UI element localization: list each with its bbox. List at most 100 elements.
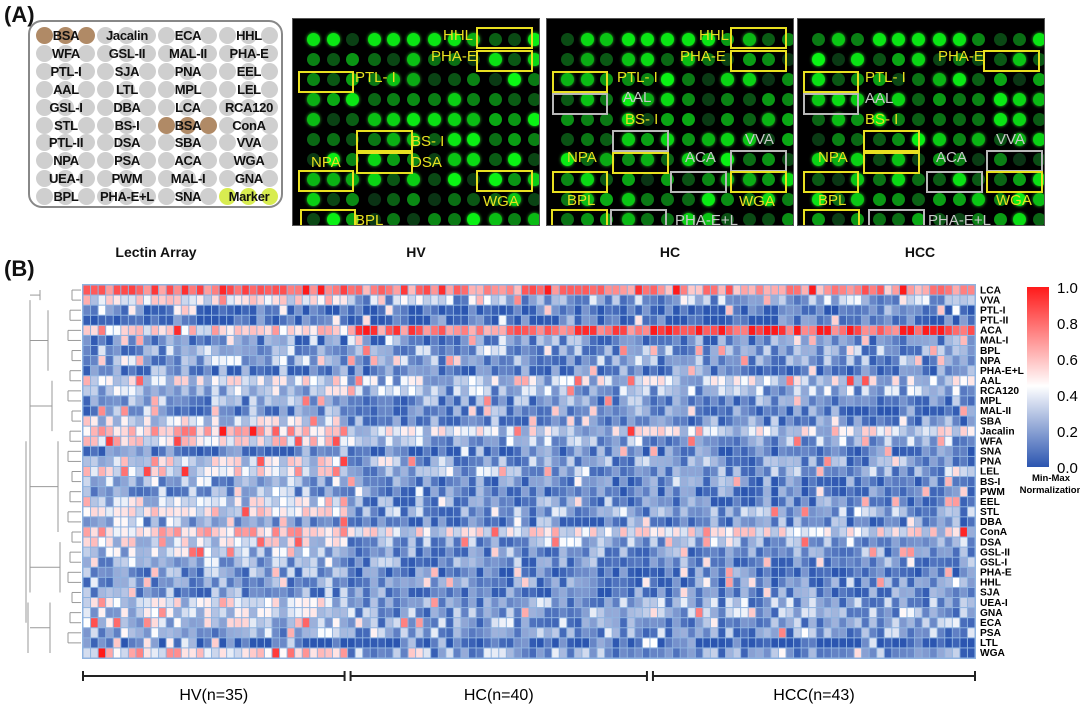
fluorescence-spot (326, 213, 340, 225)
heatmap-cell (438, 517, 446, 527)
heatmap-cell (469, 295, 476, 305)
heatmap-cell (824, 577, 831, 587)
heatmap-cell (786, 406, 794, 416)
heatmap-cell (317, 386, 325, 396)
heatmap-cell (763, 527, 771, 537)
heatmap-cell (423, 376, 431, 386)
heatmap-cell (521, 305, 529, 315)
heatmap-cell (264, 315, 272, 325)
heatmap-cell (423, 335, 431, 345)
heatmap-cell (635, 527, 642, 537)
heatmap-cell (680, 446, 688, 456)
heatmap-cell (778, 517, 786, 527)
heatmap-cell (514, 557, 521, 567)
lectin-spot (261, 170, 278, 188)
heatmap-cell (416, 537, 423, 547)
heatmap-cell (287, 577, 295, 587)
lectin-array-cell: DBA (97, 98, 157, 117)
heatmap-cell (748, 396, 756, 406)
heatmap-cell (151, 325, 159, 335)
heatmap-cell (476, 537, 484, 547)
fluorescence-spot (701, 173, 715, 186)
heatmap-cell (212, 446, 219, 456)
heatmap-cell (907, 537, 915, 547)
heatmap-cell (264, 406, 272, 416)
heatmap-cell (899, 386, 907, 396)
heatmap-cell (854, 567, 862, 577)
heatmap-cell (151, 335, 159, 345)
heatmap-cell (249, 527, 257, 537)
heatmap-cell (552, 628, 559, 638)
heatmap-cell (695, 376, 703, 386)
heatmap-cell (597, 396, 605, 406)
heatmap-cell (930, 396, 937, 406)
heatmap-cell (771, 446, 778, 456)
heatmap-cell (846, 598, 854, 608)
heatmap-cell (869, 487, 877, 497)
heatmap-cell (658, 497, 665, 507)
heatmap-cell (763, 517, 771, 527)
heatmap-cell (393, 436, 400, 446)
heatmap-cell (340, 477, 348, 487)
lectin-spot (200, 27, 217, 44)
heatmap-cell (960, 366, 967, 376)
heatmap-cell (280, 537, 287, 547)
heatmap-cell (438, 436, 446, 446)
heatmap-cell (98, 345, 106, 356)
heatmap-cell (310, 648, 317, 658)
heatmap-cell (257, 436, 264, 446)
heatmap-cell (605, 446, 612, 456)
heatmap-cell (476, 325, 484, 335)
heatmap-cell (665, 587, 673, 598)
heatmap-cell (650, 295, 658, 305)
heatmap-cell (174, 315, 181, 325)
heatmap-cell (703, 567, 710, 577)
heatmap-cell (612, 426, 620, 436)
fluorescence-spot (641, 173, 654, 186)
heatmap-cell (703, 295, 710, 305)
heatmap-cell (506, 386, 514, 396)
heatmap-cell (877, 386, 884, 396)
heatmap-cell (673, 436, 680, 446)
heatmap-cell (272, 285, 280, 295)
fluorescence-spot (527, 213, 539, 225)
heatmap-cell (771, 587, 778, 598)
lectin-name: BS-I (114, 117, 140, 133)
heatmap-cell (128, 537, 136, 547)
fluorescence-spot (307, 113, 320, 126)
heatmap-cell (453, 567, 461, 577)
heatmap-cell (930, 517, 937, 527)
heatmap-cell (302, 456, 310, 466)
heatmap-cell (862, 285, 869, 295)
heatmap-cell (416, 587, 423, 598)
heatmap-cell (438, 618, 446, 628)
heatmap-cell (635, 426, 642, 436)
heatmap-cell (945, 386, 952, 396)
heatmap-cell (302, 426, 310, 436)
heatmap-cell (423, 618, 431, 628)
heatmap-cell (680, 537, 688, 547)
heatmap-cell (778, 466, 786, 477)
heatmap-cell (332, 315, 340, 325)
heatmap-cell (733, 598, 741, 608)
lectin-spot (139, 116, 156, 134)
heatmap-cell (831, 436, 839, 446)
heatmap-cell (786, 305, 794, 315)
heatmap-cell (869, 477, 877, 487)
heatmap-cell (128, 628, 136, 638)
heatmap-cell (642, 497, 650, 507)
heatmap-cell (325, 426, 332, 436)
heatmap-cell (363, 335, 370, 345)
heatmap-cell (385, 628, 393, 638)
heatmap-cell (665, 315, 673, 325)
highlight-box (476, 50, 533, 72)
heatmap-cell (589, 507, 597, 517)
heatmap-cell (869, 305, 877, 315)
heatmap-cell (181, 557, 189, 567)
heatmap-cell (348, 376, 355, 386)
heatmap-cell (544, 466, 552, 477)
heatmap-cell (945, 446, 952, 456)
heatmap-cell (673, 608, 680, 618)
heatmap-cell (605, 396, 612, 406)
heatmap-cell (491, 366, 499, 376)
